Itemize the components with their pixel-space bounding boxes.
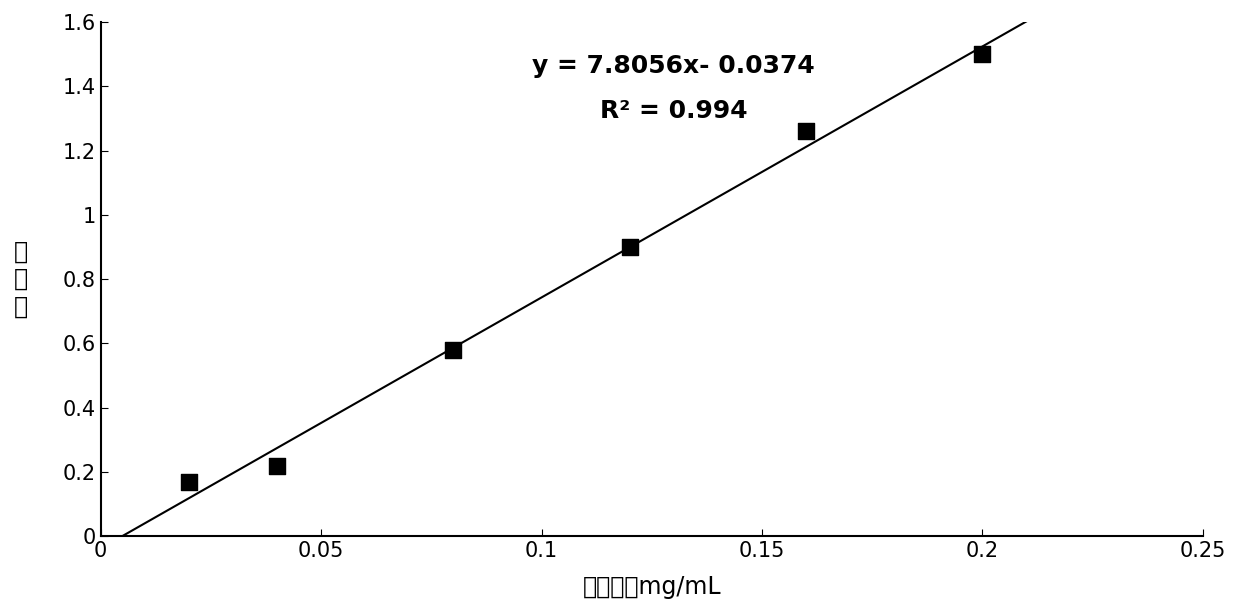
Point xyxy=(620,242,640,252)
Text: y = 7.8056x- 0.0374: y = 7.8056x- 0.0374 xyxy=(532,54,815,78)
Y-axis label: 吸
光
度: 吸 光 度 xyxy=(14,239,29,319)
Point xyxy=(267,461,286,471)
Point xyxy=(179,477,198,487)
Point xyxy=(444,345,464,355)
Text: R² = 0.994: R² = 0.994 xyxy=(600,99,748,123)
Point xyxy=(796,126,816,136)
Point xyxy=(972,49,992,59)
X-axis label: 黄酮浓度mg/mL: 黄酮浓度mg/mL xyxy=(583,575,722,599)
